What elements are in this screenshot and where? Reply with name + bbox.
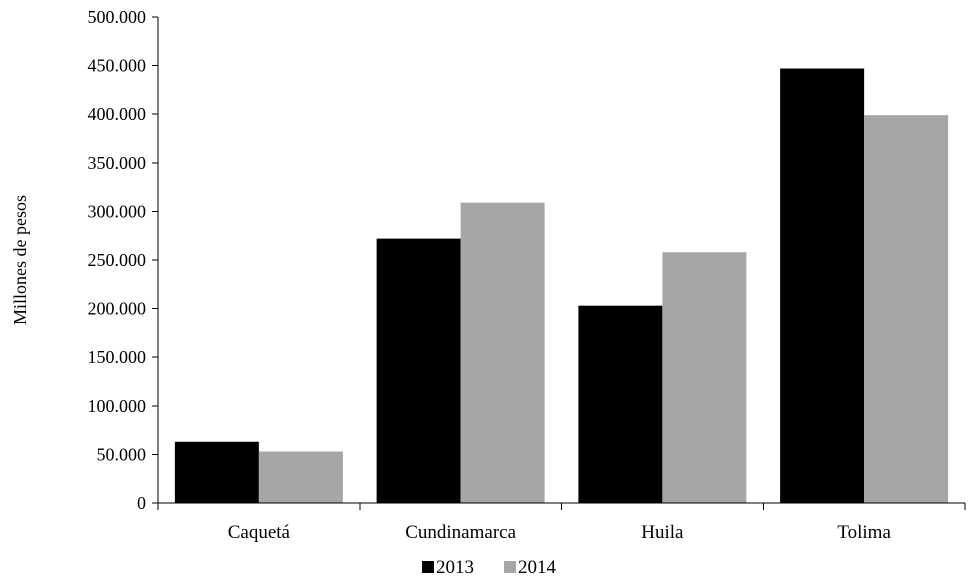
y-tick-label: 300.000 bbox=[88, 201, 147, 221]
legend-swatch bbox=[422, 561, 434, 573]
x-category-label: Huila bbox=[641, 522, 684, 543]
y-tick-label: 50.000 bbox=[97, 444, 147, 464]
y-tick-label: 0 bbox=[137, 493, 146, 513]
x-axis: Caquetá Cundinamarca Huila Tolima bbox=[157, 502, 966, 543]
legend: 2013 2014 bbox=[422, 557, 557, 578]
bar-2014 bbox=[864, 115, 949, 503]
y-tick-label: 250.000 bbox=[88, 250, 147, 270]
bar-2014 bbox=[258, 451, 343, 503]
y-tick-label: 200.000 bbox=[88, 299, 147, 319]
y-axis-title: Millones de pesos bbox=[10, 195, 30, 325]
y-tick-label: 400.000 bbox=[88, 104, 147, 124]
y-tick-label: 350.000 bbox=[88, 153, 147, 173]
bar-2013 bbox=[780, 68, 865, 504]
bar-2013 bbox=[376, 238, 461, 503]
legend-swatch bbox=[504, 561, 516, 573]
x-category-label: Caquetá bbox=[228, 522, 291, 543]
x-category-label: Tolima bbox=[837, 522, 891, 543]
y-tick-label: 500.000 bbox=[88, 7, 147, 27]
bar-2013 bbox=[578, 305, 663, 503]
bar-2014 bbox=[460, 202, 545, 504]
bars bbox=[174, 68, 949, 504]
legend-label: 2014 bbox=[518, 557, 557, 578]
bar-2014 bbox=[662, 252, 747, 503]
y-tick-label: 100.000 bbox=[88, 396, 147, 416]
y-tick-label: 450.000 bbox=[88, 56, 147, 76]
y-axis: 0 50.000 100.000 150.000 200.000 250.000 300.0… bbox=[88, 7, 159, 513]
bar-2013 bbox=[174, 441, 259, 503]
x-category-label: Cundinamarca bbox=[405, 522, 516, 543]
y-tick-label: 150.000 bbox=[88, 347, 147, 367]
legend-label: 2013 bbox=[436, 557, 474, 578]
